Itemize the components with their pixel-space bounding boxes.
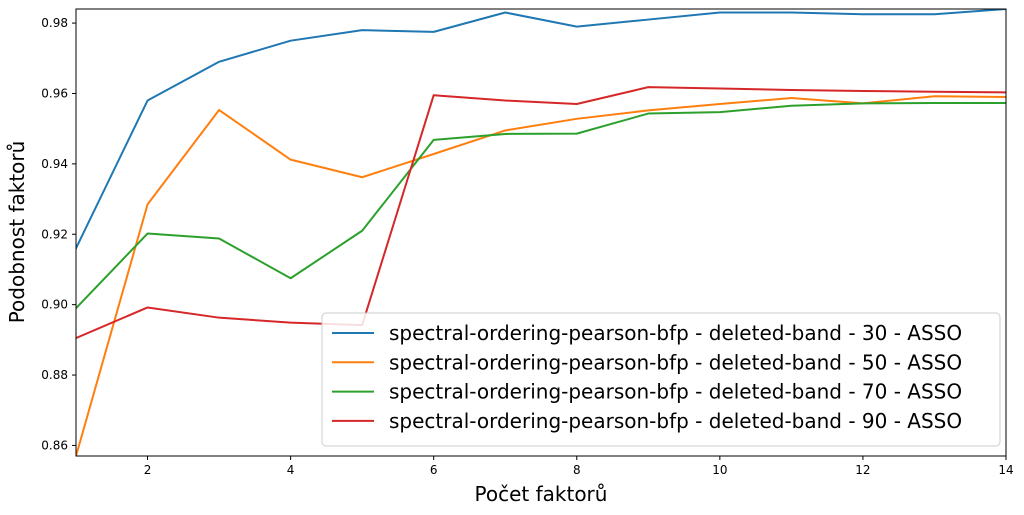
- x-tick-label: 10: [712, 463, 727, 477]
- legend-label-3: spectral-ordering-pearson-bfp - deleted-…: [389, 380, 962, 404]
- legend-label-2: spectral-ordering-pearson-bfp - deleted-…: [389, 350, 962, 374]
- x-tick-label: 6: [430, 463, 438, 477]
- plot-frame: [75, 8, 1007, 457]
- x-tick-label: 8: [573, 463, 581, 477]
- y-tick-label: 0.92: [41, 227, 68, 241]
- series-line-1: [76, 9, 1006, 250]
- y-tick-label: 0.94: [41, 157, 68, 171]
- x-axis-label: Počet faktorů: [475, 482, 608, 506]
- y-axis-ticks: 0.86 0.88 0.90 0.92 0.94 0.96 0.98: [41, 16, 76, 452]
- x-tick-label: 2: [144, 463, 152, 477]
- series-line-3: [76, 101, 1006, 310]
- y-axis-label: Podobnost faktorů: [5, 141, 29, 324]
- y-tick-label: 0.90: [41, 298, 68, 312]
- legend-label-1: spectral-ordering-pearson-bfp - deleted-…: [389, 321, 962, 345]
- y-tick-label: 0.98: [41, 16, 68, 30]
- series-line-4: [76, 86, 1006, 340]
- legend-label-4: spectral-ordering-pearson-bfp - deleted-…: [389, 409, 962, 433]
- x-axis-ticks: 2 4 6 8 10 12 14: [144, 456, 1014, 477]
- legend: spectral-ordering-pearson-bfp - deleted-…: [321, 312, 1001, 447]
- legend-frame: [321, 312, 1001, 447]
- y-tick-label: 0.88: [41, 368, 68, 382]
- x-tick-label: 14: [998, 463, 1013, 477]
- x-tick-label: 12: [855, 463, 870, 477]
- y-tick-label: 0.86: [41, 438, 68, 452]
- y-tick-label: 0.96: [41, 86, 68, 100]
- x-tick-label: 4: [287, 463, 295, 477]
- series-layer: [76, 9, 1006, 456]
- series-line-2: [76, 95, 1006, 456]
